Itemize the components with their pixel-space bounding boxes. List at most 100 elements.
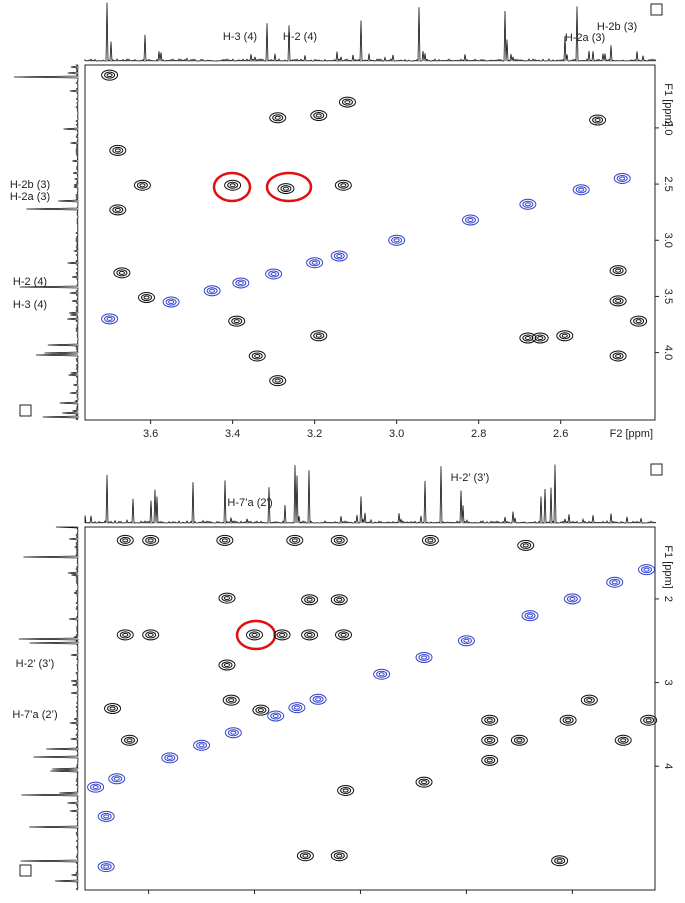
cross-peak xyxy=(219,660,235,670)
cross-peak xyxy=(204,286,220,296)
contour xyxy=(646,719,651,722)
cross-peak xyxy=(274,630,290,640)
contour xyxy=(595,119,600,122)
cross-peak xyxy=(522,611,538,621)
contour xyxy=(277,632,287,638)
cross-peak xyxy=(134,180,150,190)
cross-peak xyxy=(270,113,286,123)
projection-trace xyxy=(85,464,656,523)
contour xyxy=(566,719,571,722)
contour xyxy=(283,187,288,190)
contour xyxy=(107,317,112,320)
contour xyxy=(465,217,475,223)
contour xyxy=(316,698,321,701)
peak-annotation: H-2b (3) xyxy=(597,21,637,33)
cross-peak xyxy=(631,316,647,326)
contour xyxy=(119,271,124,274)
y-tick-label: 3.5 xyxy=(662,289,674,304)
x-tick-label: 2.6 xyxy=(553,428,568,440)
contour xyxy=(579,188,584,191)
contour xyxy=(231,731,236,734)
contour xyxy=(197,742,207,748)
contour xyxy=(576,187,586,193)
cross-peak xyxy=(590,115,606,125)
contour xyxy=(422,781,427,784)
cross-peak xyxy=(462,215,478,225)
peak-annotation: H-2a (3) xyxy=(565,32,605,44)
cross-peak xyxy=(88,782,104,792)
cross-peak xyxy=(335,180,351,190)
cross-peak xyxy=(482,735,498,745)
cross-peak xyxy=(302,595,318,605)
contour xyxy=(127,739,132,742)
contour xyxy=(230,184,235,187)
contour xyxy=(229,699,234,702)
contour xyxy=(314,113,324,119)
contour xyxy=(91,784,101,790)
contour xyxy=(93,786,98,789)
contour xyxy=(535,335,545,341)
contour xyxy=(224,664,229,667)
cross-peak xyxy=(339,97,355,107)
contour xyxy=(487,739,492,742)
contour xyxy=(334,853,344,859)
contour xyxy=(207,288,217,294)
contour xyxy=(392,237,402,243)
contour xyxy=(165,755,175,761)
cross-peak xyxy=(117,630,133,640)
contour xyxy=(140,184,145,187)
contour xyxy=(273,715,278,718)
contour xyxy=(224,597,229,600)
cross-peak xyxy=(552,856,568,866)
contour xyxy=(485,757,495,763)
cross-peak xyxy=(139,293,155,303)
contour xyxy=(271,713,281,719)
contour xyxy=(314,333,324,339)
cross-peak xyxy=(268,711,284,721)
contour xyxy=(313,696,323,702)
cross-peak xyxy=(225,728,241,738)
contour xyxy=(169,301,174,304)
cross-peak xyxy=(310,694,326,704)
contour xyxy=(316,334,321,337)
contour xyxy=(523,544,528,547)
contour xyxy=(342,99,352,105)
cross-peak xyxy=(416,652,432,662)
y-tick-label: 4.0 xyxy=(662,345,674,360)
contour xyxy=(617,175,627,181)
cross-peak xyxy=(110,205,126,215)
cross-peak xyxy=(557,331,573,341)
cross-peak xyxy=(219,593,235,603)
contour xyxy=(419,779,429,785)
contour xyxy=(468,219,473,222)
contour xyxy=(334,537,344,543)
contour xyxy=(337,254,342,257)
contour xyxy=(255,354,260,357)
contour xyxy=(464,639,469,642)
contour xyxy=(300,853,310,859)
contour xyxy=(419,654,429,660)
contour xyxy=(570,597,575,600)
x-tick-label: 2.8 xyxy=(471,428,486,440)
peak-annotation: H-2’ (3’) xyxy=(16,658,55,670)
contour xyxy=(487,759,492,762)
cross-peak xyxy=(482,715,498,725)
contour xyxy=(525,336,530,339)
contour xyxy=(281,186,291,192)
contour xyxy=(101,813,111,819)
cross-peak xyxy=(331,535,347,545)
contour xyxy=(538,336,543,339)
contour xyxy=(108,706,118,712)
contour xyxy=(123,539,128,542)
contour xyxy=(341,633,346,636)
contour xyxy=(343,789,348,792)
contour xyxy=(120,537,130,543)
cross-peak xyxy=(518,540,534,550)
cross-peak xyxy=(287,535,303,545)
cross-peak xyxy=(331,851,347,861)
contour xyxy=(634,318,644,324)
peak-annotation: H-7’a (2’) xyxy=(12,709,57,721)
cross-peak xyxy=(564,594,580,604)
cross-peak xyxy=(311,331,327,341)
